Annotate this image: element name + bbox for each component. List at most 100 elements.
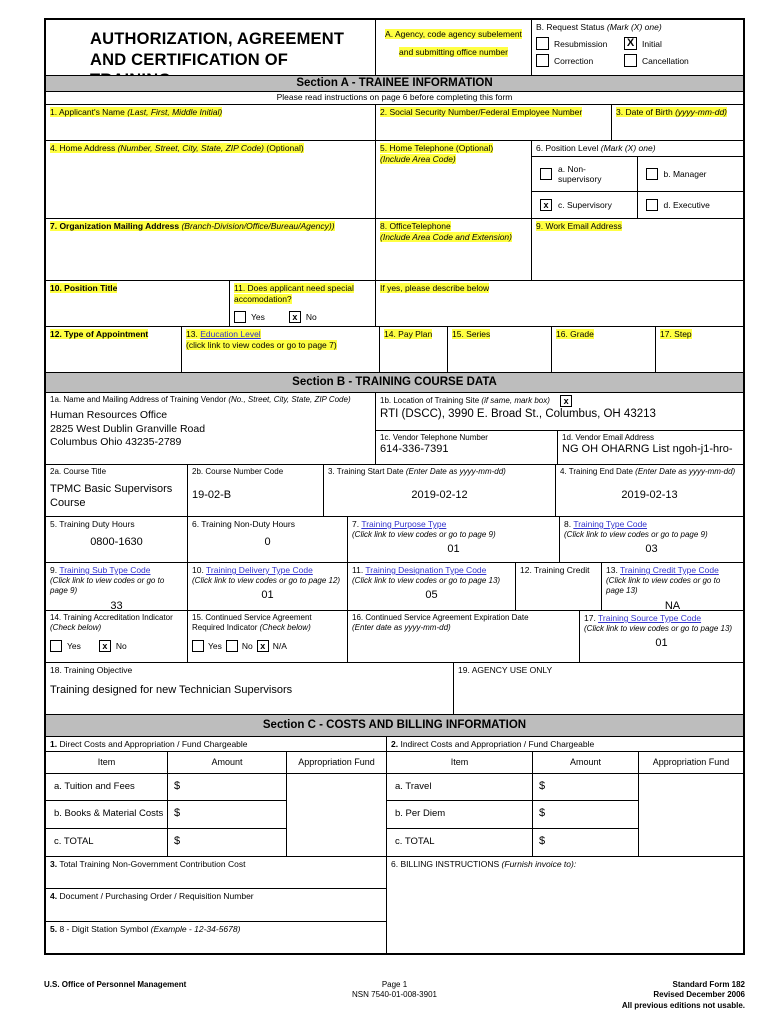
- field-duty-hours: 5. Training Duty Hours 0800-1630: [46, 517, 188, 562]
- tuition-amount-input[interactable]: $: [168, 774, 287, 802]
- field-csa-expiration: 16. Continued Service Agreement Expirati…: [348, 611, 580, 662]
- training-credit-type-code-link[interactable]: Training Credit Type Code: [620, 565, 719, 575]
- option-initial: X Initial: [624, 37, 739, 51]
- document-number-input[interactable]: [50, 902, 382, 910]
- grade-input[interactable]: [556, 340, 651, 348]
- type-code-value[interactable]: 03: [645, 543, 658, 556]
- checkbox-csa-na[interactable]: x: [256, 639, 269, 652]
- checkbox-accommodation-no[interactable]: x: [288, 311, 301, 324]
- row-label-tuition: a. Tuition and Fees: [46, 774, 168, 802]
- billing-instructions-input[interactable]: [391, 870, 739, 878]
- training-source-type-code-link[interactable]: Training Source Type Code: [598, 613, 702, 623]
- checkbox-csa-no[interactable]: [225, 639, 238, 652]
- sub-type-value[interactable]: 33: [110, 599, 123, 610]
- training-delivery-type-code-link[interactable]: Training Delivery Type Code: [206, 565, 313, 575]
- delivery-type-value[interactable]: 01: [261, 589, 274, 602]
- checkbox-executive[interactable]: [645, 199, 658, 211]
- station-symbol-input[interactable]: [50, 935, 382, 943]
- option-supervisory: x c. Supervisory: [532, 192, 638, 218]
- agency-use-label: 19. AGENCY USE ONLY: [458, 665, 553, 675]
- direct-total-amount-input[interactable]: $: [168, 828, 287, 856]
- training-type-code-link[interactable]: Training Type Code: [573, 519, 648, 529]
- indirect-fund-input[interactable]: [639, 774, 743, 856]
- field-station-symbol: 5. 8 - Digit Station Symbol (Example - 1…: [46, 922, 386, 953]
- csa-expiration-input[interactable]: [352, 634, 575, 642]
- training-purpose-type-link[interactable]: Training Purpose Type: [361, 519, 447, 529]
- vendor-telephone-value[interactable]: 614-336-7391: [380, 443, 449, 456]
- credit-type-value[interactable]: NA: [664, 599, 681, 610]
- form-title-line2: AND CERTIFICATION OF TRAINING: [90, 50, 289, 75]
- checkbox-supervisory[interactable]: x: [540, 199, 552, 211]
- checkbox-csa-yes[interactable]: [192, 639, 204, 652]
- vendor-address[interactable]: Human Resources Office 2825 West Dublin …: [50, 409, 371, 448]
- home-telephone-input[interactable]: [380, 165, 527, 173]
- training-designation-type-code-link[interactable]: Training Designation Type Code: [365, 565, 487, 575]
- position-title-input[interactable]: [50, 294, 225, 302]
- education-level-link[interactable]: Education Level: [200, 329, 261, 339]
- direct-fund-input[interactable]: [287, 774, 386, 856]
- purpose-type-number: 7.: [352, 519, 360, 529]
- appointment-type-input[interactable]: [50, 340, 177, 348]
- checkbox-initial[interactable]: X: [624, 37, 637, 51]
- home-address-input[interactable]: [50, 154, 371, 162]
- work-email-input[interactable]: [536, 232, 739, 240]
- non-government-cost-input[interactable]: [50, 870, 382, 878]
- field-position-title: 10. Position Title: [46, 281, 230, 326]
- field-pay-plan: 14. Pay Plan: [380, 327, 448, 372]
- checkbox-training-site-same[interactable]: x: [560, 395, 573, 407]
- course-title-value[interactable]: TPMC Basic Supervisors Course: [50, 483, 173, 510]
- education-level-input[interactable]: [186, 351, 375, 359]
- ssn-input[interactable]: [380, 118, 607, 126]
- books-amount-input[interactable]: $: [168, 801, 287, 829]
- field-training-end-date: 4. Training End Date (Enter Date as yyyy…: [556, 465, 743, 516]
- checkbox-resubmission[interactable]: [536, 37, 549, 51]
- accommodation-description-input[interactable]: [380, 294, 739, 302]
- designation-type-value[interactable]: 05: [425, 589, 438, 602]
- agency-use-input[interactable]: [458, 676, 739, 684]
- checkbox-correction[interactable]: [536, 54, 549, 68]
- start-date-label: 3. Training Start Date: [328, 467, 404, 476]
- dob-input[interactable]: [616, 118, 739, 126]
- accommodation-describe-label: If yes, please describe below: [380, 283, 490, 293]
- checkbox-accreditation-no[interactable]: x: [98, 639, 111, 652]
- indirect-total-amount-input[interactable]: $: [533, 828, 639, 856]
- checkbox-accommodation-yes[interactable]: [234, 311, 246, 324]
- org-address-input[interactable]: [50, 232, 371, 240]
- pay-plan-input[interactable]: [384, 340, 443, 348]
- checkbox-manager[interactable]: [645, 168, 658, 181]
- office-telephone-input[interactable]: [380, 243, 527, 251]
- home-address-label: 4. Home Address: [50, 143, 116, 153]
- csa-expiration-hint: (Enter date as yyyy-mm-dd): [352, 623, 451, 633]
- purpose-type-value[interactable]: 01: [447, 543, 460, 556]
- billing-instructions-label: 6. BILLING INSTRUCTIONS: [391, 859, 500, 869]
- course-number-value[interactable]: 19-02-B: [192, 489, 232, 502]
- step-input[interactable]: [660, 340, 739, 348]
- checkbox-cancellation[interactable]: [624, 54, 637, 68]
- vendor-email-value[interactable]: NG OH OHARNG List ngoh-j1-hro-: [562, 443, 733, 456]
- start-date-value[interactable]: 2019-02-12: [411, 489, 468, 502]
- training-sub-type-code-link[interactable]: Training Sub Type Code: [59, 565, 151, 575]
- checkbox-non-supervisory[interactable]: [540, 168, 552, 181]
- agency-code-input[interactable]: [380, 60, 527, 68]
- training-objective-value[interactable]: Training designed for new Technician Sup…: [50, 684, 293, 697]
- footer-form-number: Standard Form 182: [672, 980, 745, 989]
- applicant-name-input[interactable]: [50, 118, 371, 126]
- training-site-value[interactable]: RTI (DSCC), 3990 E. Broad St., Columbus,…: [380, 408, 656, 420]
- csa-na-label: N/A: [272, 640, 287, 651]
- course-number-label: 2b. Course Number Code: [192, 467, 284, 476]
- non-duty-hours-value[interactable]: 0: [264, 536, 271, 549]
- source-type-value[interactable]: 01: [655, 637, 668, 650]
- type-code-hint: (Click link to view codes or go to page …: [564, 530, 708, 540]
- checkbox-mark-icon: x: [292, 312, 298, 323]
- training-credit-input[interactable]: [520, 576, 597, 584]
- duty-hours-value[interactable]: 0800-1630: [90, 536, 143, 549]
- credit-type-number: 13.: [606, 565, 618, 575]
- option-resubmission: Resubmission: [536, 37, 624, 51]
- indirect-costs-table: 2. Indirect Costs and Appropriation / Fu…: [387, 737, 743, 856]
- checkbox-accreditation-yes[interactable]: [50, 639, 62, 652]
- travel-amount-input[interactable]: $: [533, 774, 639, 802]
- column-header-item: Item: [46, 752, 168, 774]
- end-date-value[interactable]: 2019-02-13: [621, 489, 678, 502]
- series-input[interactable]: [452, 340, 547, 348]
- per-diem-amount-input[interactable]: $: [533, 801, 639, 829]
